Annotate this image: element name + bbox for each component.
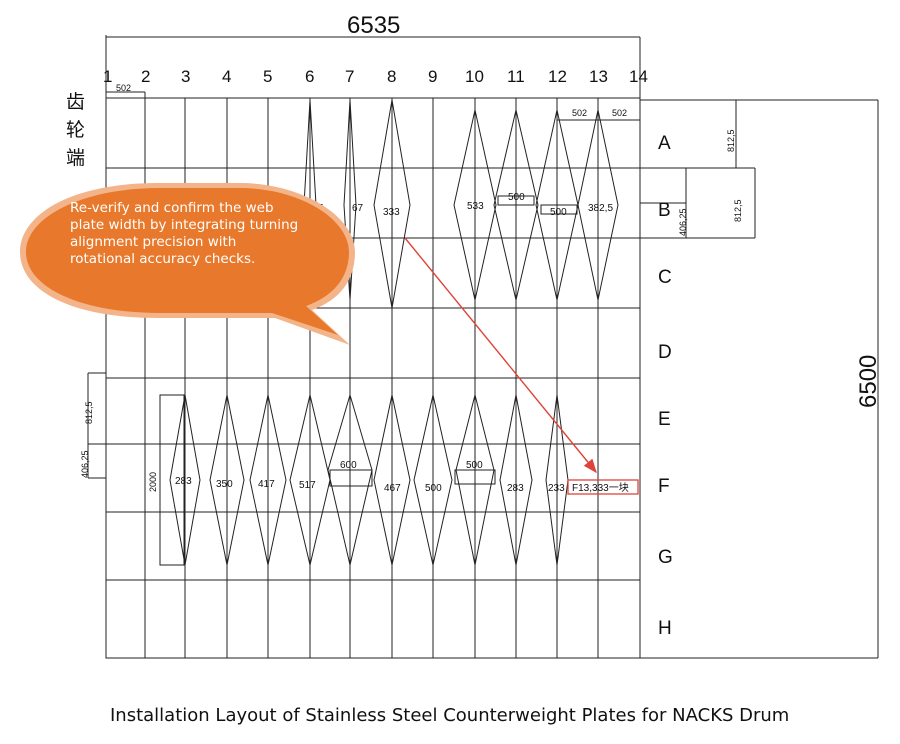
row-label: D	[658, 342, 672, 363]
col-label: 3	[181, 67, 190, 86]
dim-plate-length: 2000	[148, 472, 158, 492]
callout-text-wrap: Re-verify and confirm the web plate widt…	[70, 200, 299, 267]
plate-b10	[453, 109, 497, 301]
width-label: 382,5	[588, 203, 613, 214]
plate-b7	[343, 99, 357, 301]
dim-812-a: 812,5	[726, 129, 736, 152]
width-label: 67	[352, 203, 364, 214]
row-label: B	[658, 200, 671, 221]
width-label: 500	[425, 483, 442, 494]
svg-text:端: 端	[66, 147, 85, 169]
callout-bubble	[20, 183, 355, 345]
width-label: 500	[550, 207, 567, 218]
dim-502-col12: 502	[572, 108, 587, 118]
width-label: 417	[258, 479, 275, 490]
row-label: H	[658, 618, 672, 639]
annotation-arrow	[404, 237, 597, 474]
width-label: 500	[508, 192, 525, 203]
width-label: 350	[216, 479, 233, 490]
dim-total-height: 6500	[855, 355, 882, 408]
width-label: 500	[466, 460, 483, 471]
col-label: 8	[387, 67, 396, 86]
row-label: F	[658, 476, 670, 497]
annotation-box	[567, 479, 639, 495]
row-f-widths: 283 350 417 517 600 467 500 500 283 233	[175, 460, 565, 494]
plate-b13	[577, 109, 619, 301]
dim-812-left: 812,5	[84, 401, 94, 424]
col-label: 11	[507, 67, 525, 86]
width-label: 517	[299, 480, 316, 491]
dim-total-width: 6535	[347, 12, 400, 39]
plate-b12	[535, 109, 579, 301]
dim-406-left: 406,25	[80, 450, 90, 478]
col-label: 6	[305, 67, 314, 86]
svg-text:轮: 轮	[66, 119, 85, 141]
col-label: 9	[428, 67, 437, 86]
col-label: 12	[548, 67, 567, 86]
width-label: 283	[175, 476, 192, 487]
col-label: 10	[465, 67, 484, 86]
plate-b11	[493, 109, 539, 301]
plate-2000-bar	[159, 394, 185, 566]
dim-502-col13: 502	[612, 108, 627, 118]
col-label: 13	[589, 67, 608, 86]
col-label: 2	[141, 67, 150, 86]
plate-b8	[373, 99, 411, 309]
callout-text: Re-verify and confirm the web plate widt…	[70, 200, 299, 267]
row-label: C	[658, 267, 672, 288]
width-label: 533	[467, 201, 484, 212]
width-label: 467	[384, 483, 401, 494]
width-label: 333	[383, 207, 400, 218]
col-label: 4	[222, 67, 231, 86]
row-label: A	[658, 133, 671, 154]
grid	[87, 35, 879, 659]
width-label: 600	[340, 460, 357, 471]
dim-812-b: 812,5	[733, 199, 743, 222]
dim-406-b: 406,25	[678, 208, 688, 236]
top-plates	[303, 99, 619, 309]
column-labels: 1 2 3 4 5 6 7 8 9 10 11 12 13 14	[103, 67, 648, 86]
bottom-plates	[159, 393, 569, 566]
col-label: 5	[263, 67, 272, 86]
width-label: 283	[507, 483, 524, 494]
figure-caption: Installation Layout of Stainless Steel C…	[110, 705, 790, 726]
col-label: 14	[629, 67, 648, 86]
width-label: 233	[548, 483, 565, 494]
svg-text:齿: 齿	[66, 91, 85, 113]
col-label: 7	[345, 67, 354, 86]
row-label: E	[658, 409, 671, 430]
annotation-box-text: F13,333一块	[572, 482, 629, 494]
dim-502-col1: 502	[116, 83, 131, 93]
row-labels: A B C D E F G H	[658, 133, 673, 639]
row-label: G	[658, 547, 673, 568]
col-label: 1	[103, 67, 112, 86]
gear-end-label: 齿 轮 端	[66, 91, 85, 169]
